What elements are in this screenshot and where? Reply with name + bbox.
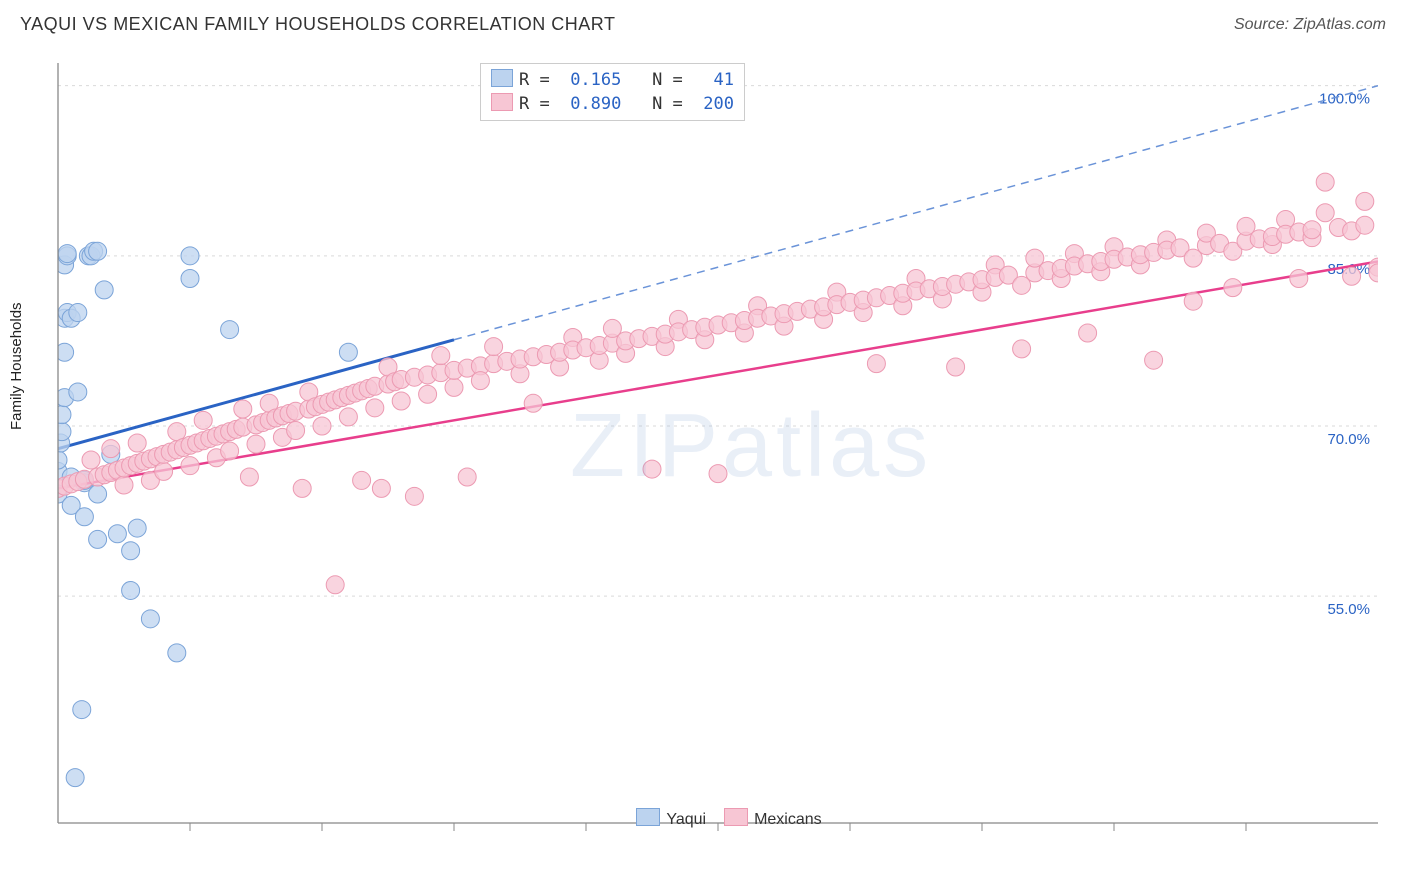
y-axis-label: Family Households: [8, 302, 25, 430]
legend-item: Yaqui: [618, 811, 706, 828]
stats-legend-row: R = 0.890 N = 200: [491, 92, 734, 116]
svg-text:70.0%: 70.0%: [1327, 431, 1370, 448]
svg-text:55.0%: 55.0%: [1327, 601, 1370, 618]
legend-item: Mexicans: [706, 811, 822, 828]
source-credit: Source: ZipAtlas.com: [1234, 16, 1386, 34]
chart-title: YAQUI VS MEXICAN FAMILY HOUSEHOLDS CORRE…: [20, 14, 615, 34]
svg-text:100.0%: 100.0%: [1319, 91, 1370, 108]
series-legend: YaquiMexicans: [50, 808, 1390, 829]
stats-legend: R = 0.165 N = 41R = 0.890 N = 200: [480, 63, 745, 121]
correlation-chart: 55.0%70.0%85.0%100.0%0.0%100.0% ZIPatlas…: [50, 55, 1390, 835]
stats-legend-row: R = 0.165 N = 41: [491, 68, 734, 92]
